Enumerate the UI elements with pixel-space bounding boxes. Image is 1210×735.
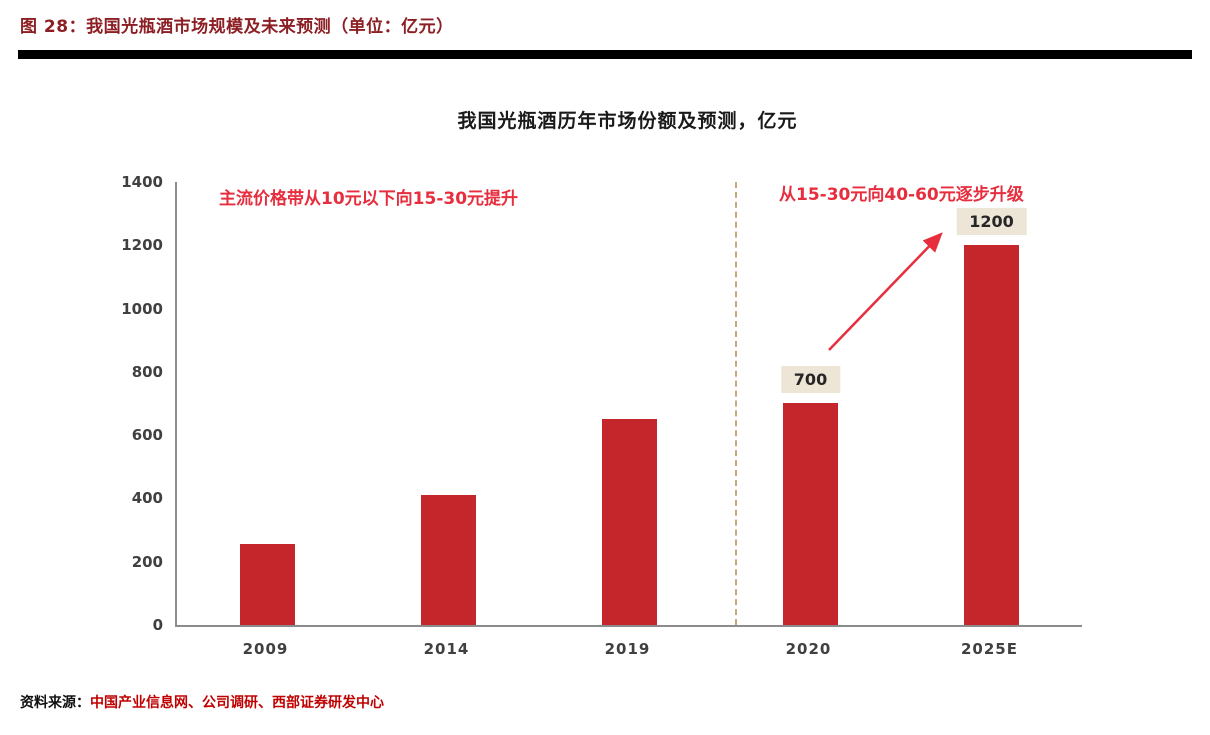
- chart-title: 我国光瓶酒历年市场份额及预测，亿元: [457, 110, 798, 132]
- y-tick-label: 800: [131, 362, 163, 381]
- bar-value-label: 1200: [956, 208, 1027, 235]
- y-tick-label: 1000: [121, 299, 163, 318]
- bar-2019: [602, 419, 657, 625]
- y-tick-label: 600: [131, 426, 163, 445]
- source-label: 资料来源：: [20, 695, 90, 711]
- caption-rule: [18, 50, 1192, 59]
- source-text: 中国产业信息网、公司调研、西部证券研发中心: [90, 695, 384, 711]
- y-tick-label: 1200: [121, 236, 163, 255]
- bar-2025E: [964, 245, 1019, 625]
- x-tick-label: 2019: [604, 640, 651, 658]
- bar-2014: [421, 495, 476, 625]
- bar-2009: [240, 544, 295, 625]
- x-tick-label: 2020: [785, 640, 832, 658]
- source-line: 资料来源：中国产业信息网、公司调研、西部证券研发中心: [20, 692, 384, 712]
- y-tick-label: 0: [152, 616, 163, 634]
- phase-annotation-left: 主流价格带从10元以下向15-30元提升: [219, 189, 519, 209]
- phase-annotation-right: 从15-30元向40-60元逐步升级: [779, 185, 1024, 205]
- x-tick-label: 2025E: [961, 640, 1018, 658]
- x-tick-label: 2014: [423, 640, 470, 658]
- bar-value-label: 700: [780, 366, 841, 393]
- phase-divider-line: [735, 182, 737, 625]
- y-axis: 0 200 400 600 800 1000 1200 1400: [75, 173, 163, 634]
- x-axis: 2009 2014 2019 2020 2025E: [175, 640, 1080, 666]
- plot-area: 主流价格带从10元以下向15-30元提升 从15-30元向40-60元逐步升级 …: [175, 182, 1082, 627]
- y-tick-label: 400: [131, 489, 163, 508]
- figure-caption: 图 28：我国光瓶酒市场规模及未来预测（单位：亿元）: [20, 17, 454, 37]
- x-tick-label: 2009: [242, 640, 289, 658]
- bar-2020: [783, 403, 838, 625]
- y-tick-label: 1400: [121, 173, 163, 191]
- y-tick-label: 200: [131, 552, 163, 571]
